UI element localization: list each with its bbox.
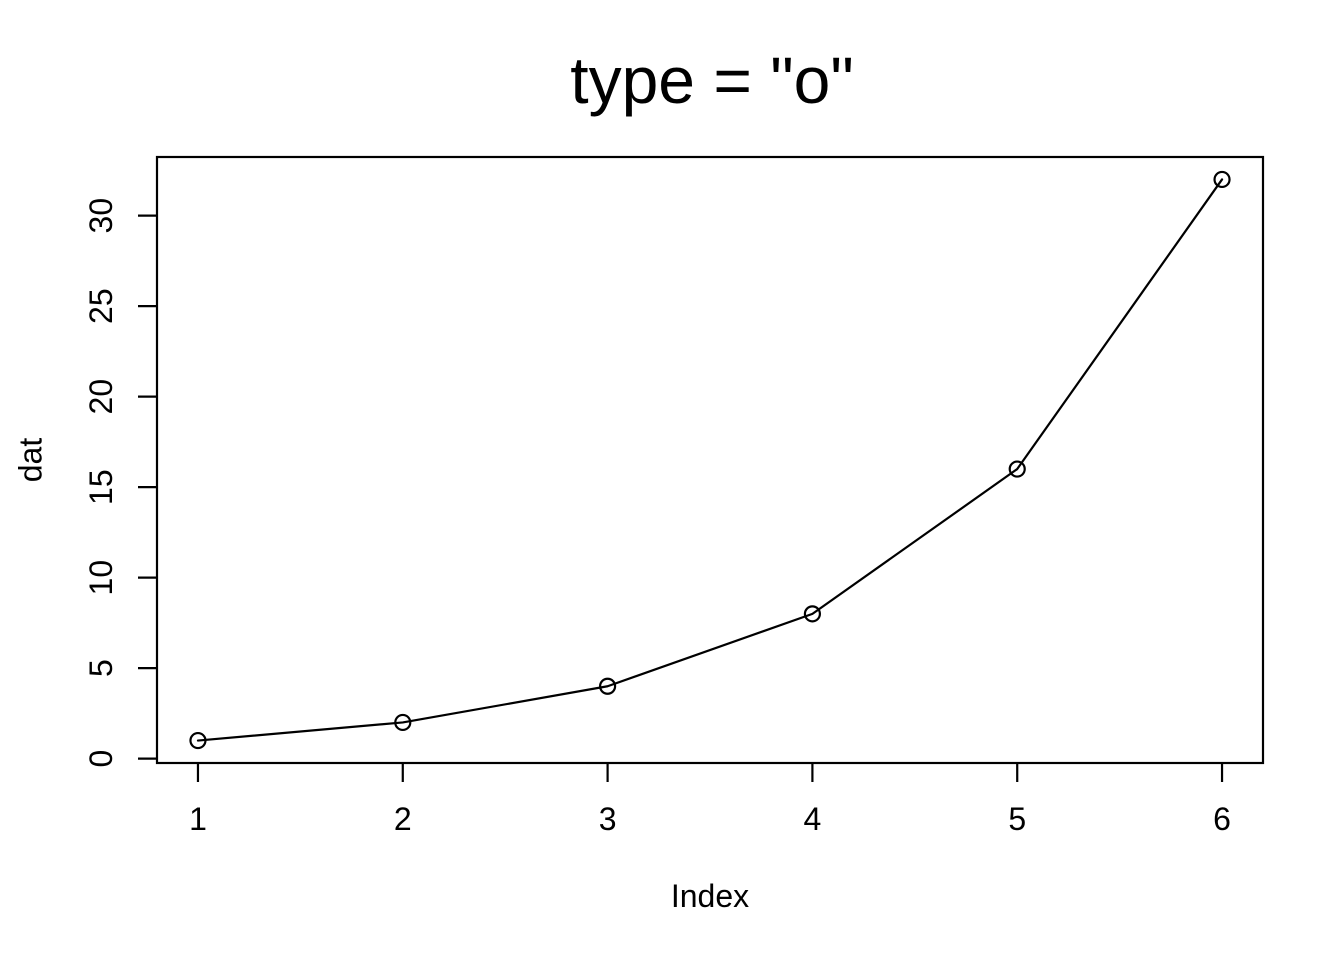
x-axis-tick-label: 3 <box>599 801 617 837</box>
y-axis-tick-label: 10 <box>83 560 119 596</box>
data-point-marker <box>598 677 617 695</box>
y-axis-tick-label: 15 <box>83 469 119 505</box>
y-axis-tick-label: 30 <box>83 198 119 234</box>
data-point-marker <box>1213 170 1231 189</box>
data-point-marker <box>1008 460 1026 478</box>
y-axis-tick-label: 25 <box>83 288 119 324</box>
data-point-marker <box>803 605 822 623</box>
x-axis-tick-label: 1 <box>189 801 207 837</box>
y-axis-tick-label: 0 <box>83 750 119 768</box>
plot-border <box>155 155 1265 765</box>
y-axis-tick-label: 20 <box>83 379 119 415</box>
y-axis-label: dat <box>12 437 49 483</box>
x-axis-label: Index <box>670 878 750 914</box>
data-series-line <box>196 178 1224 742</box>
chart-title: type = "o" <box>570 43 854 117</box>
y-axis-tick-label: 5 <box>83 659 119 677</box>
x-axis-tick-label: 2 <box>394 801 412 837</box>
x-axis-tick-label: 5 <box>1008 801 1026 837</box>
data-point-marker <box>394 713 412 732</box>
data-point-marker <box>189 731 207 750</box>
x-axis-tick-label: 4 <box>804 801 822 837</box>
x-axis-tick-label: 6 <box>1213 801 1231 837</box>
